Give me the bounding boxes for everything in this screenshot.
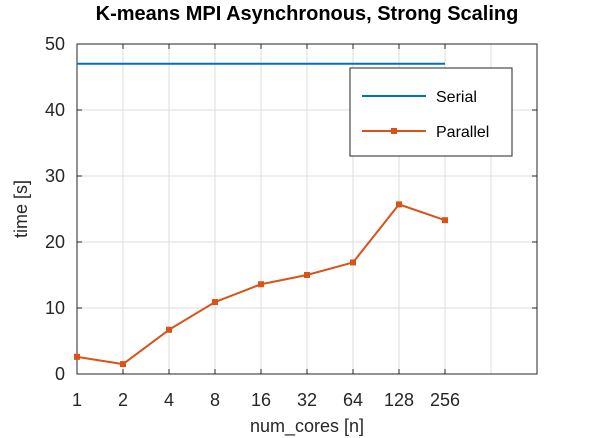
series-parallel — [74, 201, 448, 368]
x-tick-label: 4 — [164, 390, 174, 410]
y-tick-label: 30 — [45, 166, 65, 186]
x-tick-label: 128 — [384, 390, 414, 410]
y-tick-label: 50 — [45, 34, 65, 54]
legend-label-parallel: Parallel — [436, 124, 489, 141]
parallel-point — [212, 299, 218, 306]
y-axis-label: time [s] — [11, 180, 31, 238]
x-tick-label: 1 — [72, 390, 82, 410]
legend-label-serial: Serial — [436, 89, 477, 106]
x-tick-label: 32 — [297, 390, 317, 410]
y-tick-label: 0 — [55, 364, 65, 384]
x-tick-label: 16 — [251, 390, 271, 410]
x-tick-label: 64 — [343, 390, 363, 410]
x-axis: 1 2 4 8 16 32 64 128 256 — [72, 44, 460, 410]
y-tick-label: 10 — [45, 298, 65, 318]
series-layer — [74, 62, 448, 368]
parallel-point — [442, 217, 448, 224]
x-tick-label: 2 — [118, 390, 128, 410]
chart-title: K-means MPI Asynchronous, Strong Scaling — [96, 3, 519, 25]
x-tick-label: 256 — [430, 390, 460, 410]
y-axis: 0 10 20 30 40 50 — [45, 34, 537, 384]
legend: Serial Parallel — [349, 67, 513, 157]
parallel-point — [74, 353, 80, 360]
parallel-point — [304, 272, 310, 278]
legend-marker-parallel — [391, 128, 397, 134]
parallel-point — [120, 361, 126, 368]
legend-box — [349, 67, 513, 157]
parallel-point — [350, 259, 356, 266]
y-tick-label: 20 — [45, 232, 65, 252]
x-axis-label: num_cores [n] — [250, 416, 364, 437]
parallel-point — [258, 281, 264, 288]
parallel-point — [396, 201, 402, 208]
x-tick-label: 8 — [210, 390, 220, 410]
y-tick-label: 40 — [45, 100, 65, 120]
parallel-point — [166, 326, 172, 333]
